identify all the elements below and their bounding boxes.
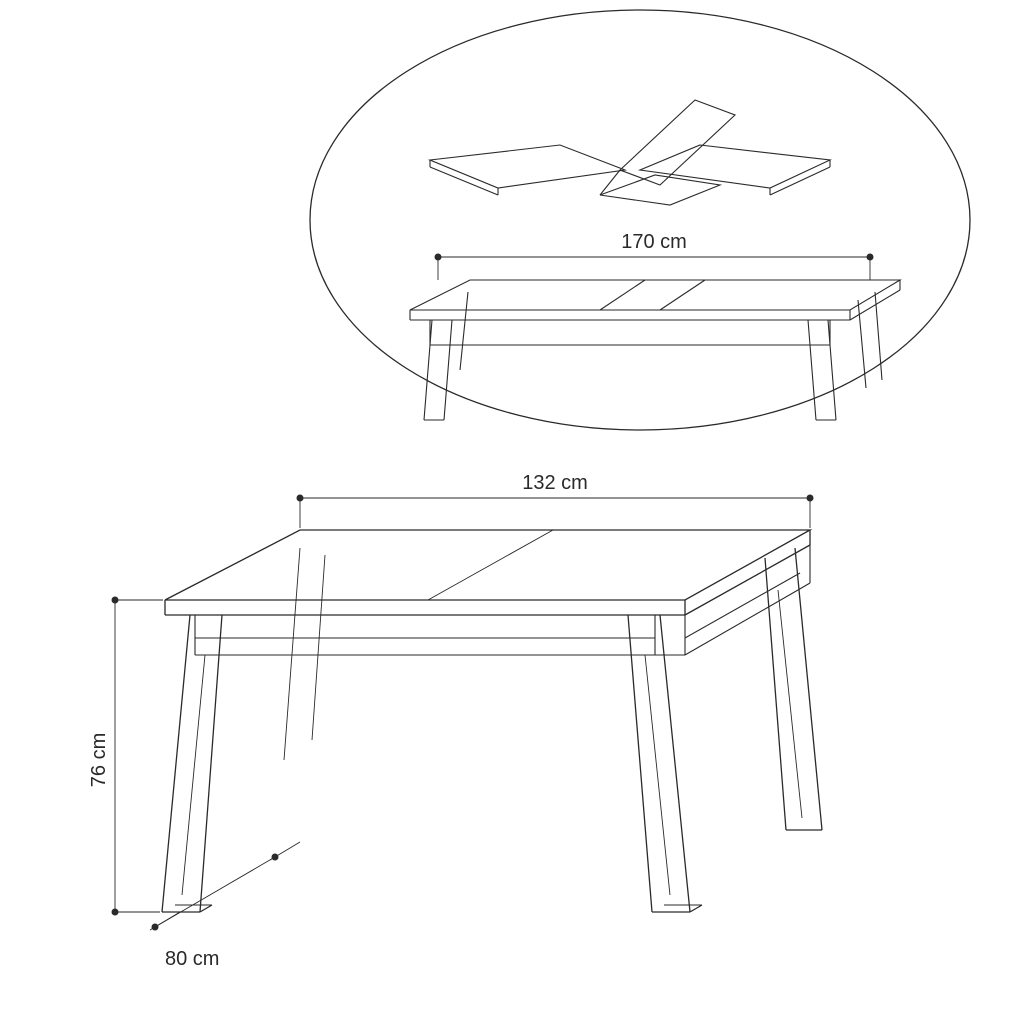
leg-fl [162, 615, 222, 912]
inset-callout: 170 cm [310, 10, 970, 430]
inset-table-extended [410, 280, 900, 420]
callout-ellipse [310, 10, 970, 430]
dim-depth: 80 cm [150, 842, 300, 970]
legs [162, 548, 822, 912]
tabletop-seam [428, 530, 553, 600]
dim-width: 132 cm [297, 472, 814, 528]
tabletop-top [165, 530, 810, 600]
main-table [162, 530, 822, 912]
inset-mechanism [430, 100, 830, 205]
dim-width-label: 132 cm [522, 472, 588, 494]
dim-height: 76 cm [88, 597, 163, 916]
leg-fr [628, 615, 702, 912]
dim-depth-label: 80 cm [165, 948, 219, 970]
dim-extended-label: 170 cm [621, 231, 687, 253]
leg-br [765, 548, 822, 830]
leg-bl [284, 548, 325, 760]
dim-height-label: 76 cm [88, 733, 110, 787]
technical-drawing: 170 cm [0, 0, 1024, 1024]
inset-dim-170: 170 cm [435, 231, 874, 280]
